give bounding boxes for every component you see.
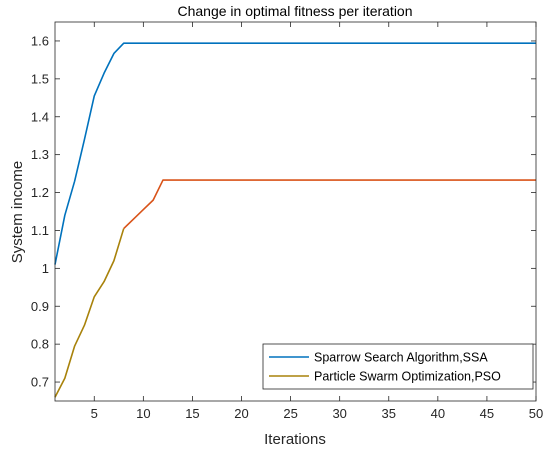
y-tick-label: 1.5	[31, 71, 49, 86]
x-tick-label: 35	[382, 406, 396, 421]
y-axis-title: System income	[9, 161, 26, 264]
series-line-2-a	[54, 228, 125, 398]
legend: Sparrow Search Algorithm,SSA Particle Swa…	[262, 343, 534, 390]
axes-box	[54, 21, 537, 402]
x-tick-label: 25	[283, 406, 297, 421]
y-tick-label: 0.8	[31, 337, 49, 352]
y-tick-label: 1.2	[31, 185, 49, 200]
x-tick-label: 10	[136, 406, 150, 421]
x-tick-label: 15	[185, 406, 199, 421]
legend-label-1: Sparrow Search Algorithm,SSA	[314, 351, 488, 365]
x-tick-label: 50	[529, 406, 543, 421]
x-axis-title: Iterations	[264, 431, 326, 448]
x-tick-label: 5	[91, 406, 98, 421]
series-line-1	[54, 42, 536, 265]
legend-label-2: Particle Swarm Optimization,PSO	[314, 370, 501, 384]
x-tick-label: 20	[234, 406, 248, 421]
plot-area	[55, 22, 536, 401]
series-line-2-b	[123, 179, 536, 230]
y-tick-label: 1.1	[31, 223, 49, 238]
y-tick-label: 1.6	[31, 33, 49, 48]
x-tick-label: 30	[332, 406, 346, 421]
y-tick-label: 0.9	[31, 299, 49, 314]
y-tick-label: 1.4	[31, 109, 49, 124]
y-tick-label: 1.3	[31, 147, 49, 162]
y-tick-label: 1	[42, 261, 49, 276]
x-tick-label: 45	[480, 406, 494, 421]
chart-title: Change in optimal fitness per iteration	[177, 3, 412, 19]
legend-box	[262, 343, 534, 390]
y-tick-label: 0.7	[31, 375, 49, 390]
x-tick-label: 40	[431, 406, 445, 421]
